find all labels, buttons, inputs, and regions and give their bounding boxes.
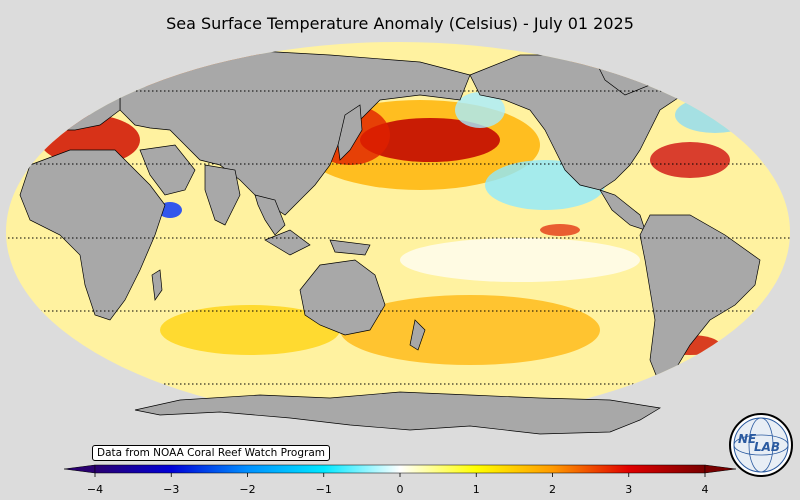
colorbar-tick-label: 0 [397, 483, 404, 496]
arabia [139, 144, 196, 196]
antarctica [134, 391, 662, 435]
colorbar-ticks: −4 −3 −2 −1 0 1 2 3 4 [87, 473, 709, 496]
colorbar-tick-label: 4 [702, 483, 709, 496]
colorbar-gradient [94, 464, 706, 474]
southeast-asia [254, 194, 286, 236]
eurasia [119, 49, 471, 216]
australia [299, 259, 386, 336]
bering-cool-patch [455, 92, 505, 128]
colorbar-tick-label: 3 [625, 483, 632, 496]
colorbar-tick-label: 2 [549, 483, 556, 496]
logo-text-lab: LAB [754, 440, 780, 454]
data-credit-box: Data from NOAA Coral Reef Watch Program [92, 445, 330, 461]
new-guinea [329, 239, 371, 256]
land-masses [19, 47, 761, 386]
north-pacific-hot-core [360, 118, 500, 162]
colorbar-tick-label: −1 [316, 483, 332, 496]
colorbar-tick-label: 1 [473, 483, 480, 496]
uk-iceland [79, 64, 101, 86]
madagascar [151, 269, 163, 301]
north-atlantic-cool [675, 97, 755, 133]
equatorial-pacific-warm [540, 224, 580, 236]
japan [337, 104, 363, 161]
africa [19, 149, 166, 321]
colorbar: −4 −3 −2 −1 0 1 2 3 4 [63, 464, 737, 496]
borneo-sumatra [264, 229, 311, 256]
atlantic-gulfstream-hot [650, 142, 730, 178]
map-title: Sea Surface Temperature Anomaly (Celsius… [166, 14, 634, 33]
south-pacific-neutral [400, 238, 640, 282]
colorbar-tick-label: −3 [163, 483, 179, 496]
logo-text-ne: NE [738, 432, 757, 446]
colorbar-max-arrow [704, 464, 737, 474]
nexlab-logo: NE LAB [729, 413, 793, 477]
ocean-area [6, 42, 790, 422]
indian-ocean-warm [160, 305, 340, 355]
south-pacific-warm [340, 295, 600, 365]
colorbar-min-arrow [63, 464, 96, 474]
india [204, 164, 241, 226]
new-zealand [409, 319, 426, 351]
colorbar-tick-label: −2 [239, 483, 255, 496]
colorbar-tick-label: −4 [87, 483, 103, 496]
south-america [639, 214, 761, 386]
